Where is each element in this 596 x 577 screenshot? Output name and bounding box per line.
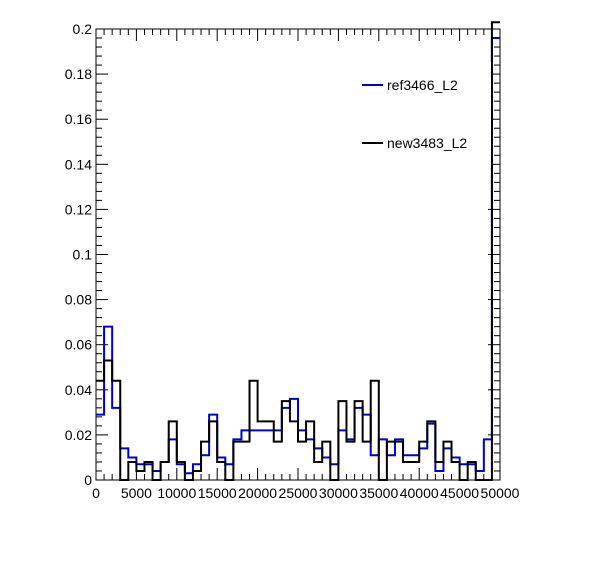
y-tick-label: 0.18 — [65, 66, 92, 82]
x-tick-label: 5000 — [121, 485, 152, 501]
y-tick-label: 0.12 — [65, 201, 92, 217]
y-tick-label: 0.04 — [65, 382, 92, 398]
legend-label: ref3466_L2 — [387, 77, 458, 93]
x-tick-label: 45000 — [440, 485, 479, 501]
y-tick-label: 0.06 — [65, 337, 92, 353]
legend-box — [356, 62, 491, 168]
x-tick-label: 35000 — [359, 485, 398, 501]
x-tick-label: 15000 — [198, 485, 237, 501]
y-tick-label: 0.02 — [65, 427, 92, 443]
x-tick-label: 0 — [92, 485, 100, 501]
x-tick-label: 25000 — [279, 485, 318, 501]
series-line-2 — [96, 21, 500, 481]
y-tick-label: 0.14 — [65, 156, 92, 172]
y-tick-label: 0.1 — [73, 247, 93, 263]
y-tick-label: 0.08 — [65, 292, 92, 308]
y-tick-label: 0 — [84, 472, 92, 488]
x-tick-label: 10000 — [157, 485, 196, 501]
y-tick-label: 0.2 — [73, 21, 93, 37]
legend-label: new3483_L2 — [387, 135, 467, 151]
x-tick-label: 50000 — [481, 485, 520, 501]
x-tick-label: 20000 — [238, 485, 277, 501]
x-tick-label: 40000 — [400, 485, 439, 501]
x-tick-label: 30000 — [319, 485, 358, 501]
y-tick-label: 0.16 — [65, 111, 92, 127]
